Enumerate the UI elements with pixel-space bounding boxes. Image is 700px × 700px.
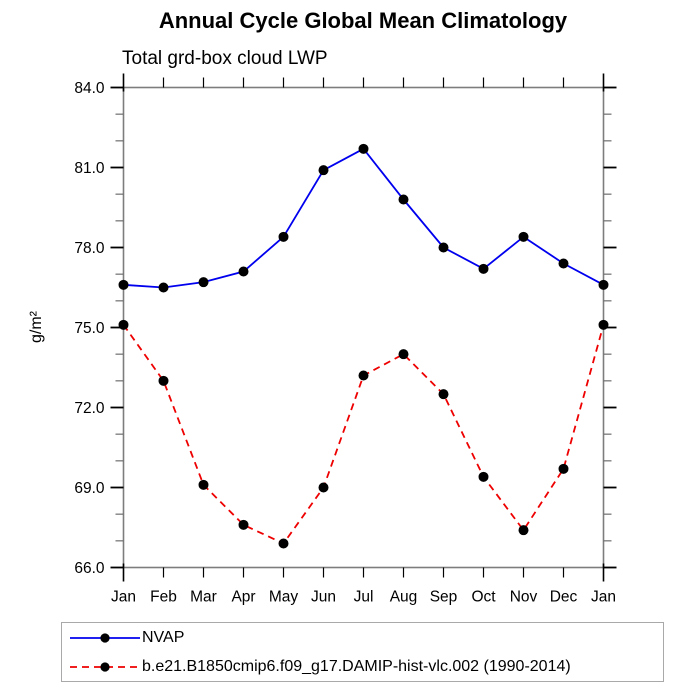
x-tick-label: May xyxy=(269,589,299,606)
y-axis-title: g/m² xyxy=(28,311,45,343)
x-tick-label: Dec xyxy=(550,589,578,606)
y-tick-label: 84.0 xyxy=(74,80,105,97)
data-point-nvap xyxy=(438,242,449,253)
data-point-nvap xyxy=(118,279,129,290)
x-tick-label: Jan xyxy=(111,589,136,606)
legend: NVAP b.e21.B1850cmip6.f09_g17.DAMIP-hist… xyxy=(61,622,664,682)
x-tick-label: Apr xyxy=(231,589,255,606)
plot-area: 66.0 69.0 72.0 75.0 78.0 81.0 84.0 Jan Feb Mar Apr… xyxy=(74,73,617,606)
y-tick-label: 69.0 xyxy=(74,480,105,497)
solid-line-swatch-icon xyxy=(70,632,140,643)
legend-item-model: b.e21.B1850cmip6.f09_g17.DAMIP-hist-vlc.… xyxy=(68,654,663,680)
y-tick-label: 66.0 xyxy=(74,560,105,577)
data-point-nvap xyxy=(158,282,169,293)
data-point-nvap xyxy=(398,194,409,205)
data-point-model xyxy=(438,389,449,400)
data-point-model xyxy=(598,319,609,330)
x-tick-label: Aug xyxy=(390,589,418,606)
data-point-nvap xyxy=(518,231,529,242)
x-tick-label: Feb xyxy=(150,589,177,606)
x-tick-label: Jan xyxy=(591,589,616,606)
y-tick-label: 81.0 xyxy=(74,160,105,177)
chart-title: Annual Cycle Global Mean Climatology xyxy=(158,8,568,33)
x-tick-label: Jul xyxy=(354,589,374,606)
x-tick-label: Oct xyxy=(471,589,496,606)
data-point-model xyxy=(478,471,489,482)
dashed-line-swatch-icon xyxy=(70,661,140,672)
series-line-nvap xyxy=(123,147,604,289)
y-tick-label: 75.0 xyxy=(74,320,105,337)
data-point-model xyxy=(358,370,369,381)
series-line-model xyxy=(122,324,605,545)
data-point-nvap xyxy=(318,165,329,176)
x-tick-label: Nov xyxy=(510,589,538,606)
data-point-nvap xyxy=(598,279,609,290)
data-point-model xyxy=(238,519,249,530)
x-tick-label: Mar xyxy=(190,589,217,606)
data-point-model xyxy=(318,482,329,493)
y-tick-label: 72.0 xyxy=(74,400,105,417)
data-point-model xyxy=(558,463,569,474)
data-point-nvap xyxy=(558,258,569,269)
data-point-model xyxy=(518,525,529,536)
data-point-model xyxy=(158,375,169,386)
data-point-nvap xyxy=(198,277,209,288)
x-tick-label: Sep xyxy=(430,589,458,606)
data-point-model xyxy=(198,479,209,490)
y-tick-label: 78.0 xyxy=(74,240,105,257)
data-point-model xyxy=(278,538,289,549)
chart-subtitle: Total grd-box cloud LWP xyxy=(122,48,328,69)
data-point-model xyxy=(398,349,409,360)
legend-label-nvap: NVAP xyxy=(142,628,185,646)
data-point-nvap xyxy=(358,143,369,154)
data-point-nvap xyxy=(478,263,489,274)
data-point-nvap xyxy=(238,266,249,277)
legend-label-model: b.e21.B1850cmip6.f09_g17.DAMIP-hist-vlc.… xyxy=(142,657,571,675)
legend-item-nvap: NVAP xyxy=(68,625,663,651)
data-point-model xyxy=(118,319,129,330)
plot-frame xyxy=(122,86,605,569)
data-point-nvap xyxy=(278,231,289,242)
x-tick-label: Jun xyxy=(311,589,336,606)
